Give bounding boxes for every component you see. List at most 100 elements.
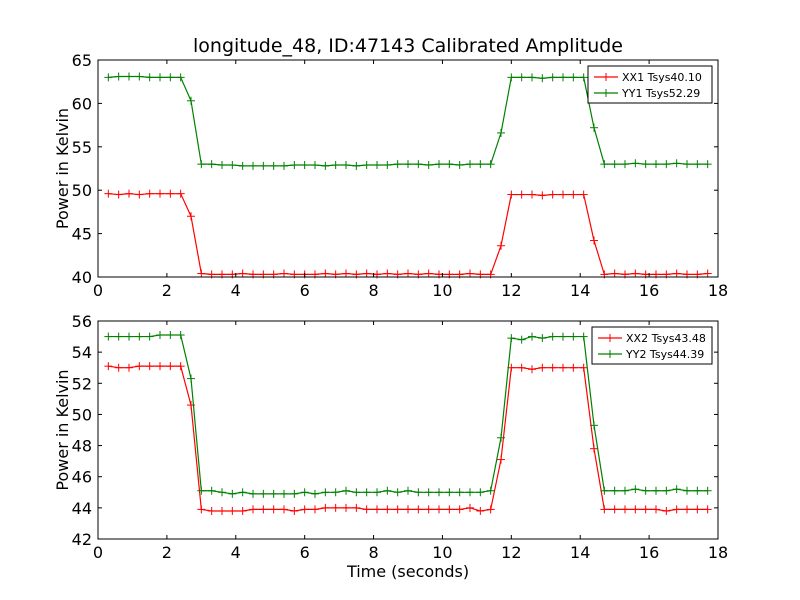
data-point: [476, 506, 485, 515]
data-point: [269, 489, 278, 498]
data-point: [414, 505, 423, 514]
data-point: [393, 160, 402, 169]
data-point: [621, 505, 629, 514]
data-point: [693, 486, 702, 495]
data-point: [404, 160, 412, 169]
data-point: [528, 73, 536, 82]
data-point: [652, 486, 660, 495]
data-point: [507, 334, 516, 343]
data-point: [135, 72, 144, 81]
data-point: [466, 160, 474, 169]
data-point: [373, 161, 381, 170]
legend-label: YY1 Tsys52.29: [621, 87, 700, 100]
data-point: [703, 269, 712, 278]
data-point: [466, 488, 474, 497]
data-point: [631, 505, 640, 514]
data-point: [548, 73, 557, 82]
x-tick-label: 14: [570, 281, 590, 300]
data-point: [641, 486, 650, 495]
x-tick-label: 8: [368, 543, 378, 562]
data-point: [600, 160, 609, 169]
y-tick-label: 48: [72, 437, 92, 456]
x-tick-label: 14: [570, 543, 590, 562]
data-point: [393, 488, 402, 497]
data-point: [590, 421, 598, 430]
legend-item: XX2 Tsys43.48: [598, 332, 706, 345]
data-point: [414, 160, 423, 169]
data-point: [259, 489, 268, 498]
legend-label: XX2 Tsys43.48: [626, 332, 706, 345]
data-point: [590, 123, 598, 132]
data-point: [104, 332, 113, 341]
data-point: [176, 362, 185, 371]
data-point: [621, 160, 629, 169]
data-point: [125, 363, 133, 372]
data-point: [631, 269, 640, 278]
data-point: [548, 363, 557, 372]
axes-frame: [97, 320, 719, 540]
legend: XX2 Tsys43.48 YY2 Tsys44.39: [591, 326, 713, 365]
data-point: [455, 488, 464, 497]
data-point: [445, 505, 454, 514]
data-point: [197, 160, 206, 169]
data-point: [538, 74, 547, 83]
data-point: [269, 505, 278, 514]
data-point: [610, 486, 619, 495]
data-point: [156, 73, 164, 82]
data-point: [321, 161, 330, 170]
data-point: [362, 269, 371, 278]
y-tick-label: 50: [72, 181, 92, 200]
y-tick-label: 46: [72, 468, 92, 487]
data-point: [703, 505, 712, 514]
data-point: [517, 190, 526, 199]
data-point: [424, 488, 433, 497]
data-point: [321, 488, 330, 497]
data-point: [548, 190, 557, 199]
data-point: [683, 160, 691, 169]
data-point: [435, 488, 443, 497]
data-point: [331, 161, 340, 170]
data-point: [476, 160, 485, 169]
data-point: [166, 331, 175, 340]
data-point: [362, 161, 371, 170]
data-point: [466, 269, 474, 278]
data-point: [703, 486, 712, 495]
data-point: [404, 269, 412, 278]
data-point: [125, 72, 133, 81]
data-point: [528, 332, 536, 341]
y-tick-label: 44: [72, 499, 92, 518]
data-point: [145, 332, 154, 341]
y-tick-label: 54: [72, 343, 92, 362]
data-point: [300, 505, 309, 514]
y-axis-label: Power in Kelvin: [53, 369, 72, 490]
data-point: [672, 159, 681, 168]
data-point: [424, 269, 433, 278]
data-point: [641, 505, 650, 514]
data-point: [176, 189, 185, 198]
data-point: [610, 160, 619, 169]
x-tick-label: 6: [300, 543, 310, 562]
data-point: [517, 335, 526, 344]
data-point: [559, 73, 567, 82]
data-point: [300, 161, 309, 170]
data-point: [486, 160, 495, 169]
x-tick-label: 4: [231, 281, 241, 300]
data-point: [362, 488, 371, 497]
data-point: [621, 486, 629, 495]
data-point: [404, 486, 412, 495]
data-point: [197, 505, 206, 514]
data-point: [176, 73, 185, 82]
data-point: [497, 128, 505, 137]
data-point: [393, 505, 402, 514]
y-tick-label: 42: [72, 530, 92, 549]
data-point: [703, 160, 712, 169]
data-point: [424, 505, 433, 514]
data-point: [259, 161, 268, 170]
data-point: [114, 332, 123, 341]
data-point: [672, 505, 681, 514]
data-point: [559, 363, 567, 372]
data-point: [455, 161, 464, 170]
data-point: [290, 161, 299, 170]
data-point: [259, 505, 268, 514]
